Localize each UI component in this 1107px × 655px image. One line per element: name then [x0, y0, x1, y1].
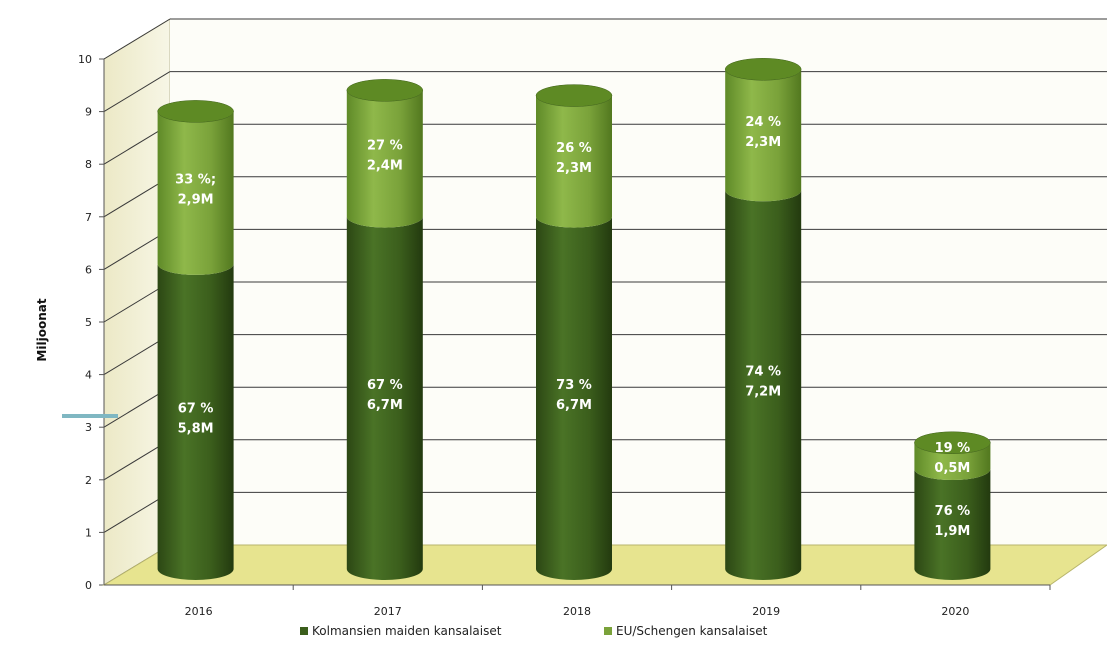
bar-top-cap	[914, 431, 991, 455]
bar-segment-eu-schengen	[346, 90, 423, 228]
data-label: 33 %;	[175, 173, 216, 188]
y-tick-label: 6	[85, 263, 92, 276]
x-tick-label: 2017	[374, 605, 402, 618]
data-label: 5,8M	[178, 421, 214, 436]
gridline-side	[103, 71, 171, 113]
bar-segment-eu-schengen	[157, 111, 234, 275]
legend-swatch	[300, 627, 308, 635]
legend: Kolmansien maiden kansalaiset EU/Schengen…	[300, 624, 768, 638]
y-axis: 0 1 2 3 4 5 6 7 8 9 10	[78, 53, 105, 592]
bar-top-cap	[535, 84, 613, 107]
data-label: 27 %	[367, 138, 403, 153]
bar-top-cap	[157, 100, 234, 123]
data-label: 67 %	[367, 378, 403, 393]
legend-swatch	[604, 627, 612, 635]
y-tick-label: 8	[85, 158, 92, 171]
data-label: 74 %	[745, 365, 781, 380]
bar-segment-kolmansien-maiden	[536, 216, 612, 580]
legend-label: Kolmansien maiden kansalaiset	[312, 624, 502, 638]
data-label: 2,3M	[556, 161, 592, 176]
data-label: 67 %	[178, 401, 214, 416]
x-axis: 2016 2017 2018 2019 2020	[104, 584, 1051, 618]
bar-segment-kolmansien-maiden	[346, 216, 423, 581]
y-tick-label: 3	[85, 421, 92, 434]
bar-segment-kolmansien-maiden	[914, 469, 991, 581]
x-tick-label: 2018	[563, 605, 591, 618]
data-label: 2,9M	[178, 193, 214, 208]
x-tick-label: 2020	[941, 605, 969, 618]
data-label: 1,9M	[934, 524, 970, 539]
teal-accent-line	[62, 414, 118, 418]
legend-label: EU/Schengen kansalaiset	[616, 624, 768, 638]
bar-segment-eu-schengen	[725, 69, 802, 202]
x-tick-label: 2016	[185, 605, 213, 618]
data-label: 2,4M	[367, 158, 403, 173]
bar-top-cap	[724, 58, 802, 81]
data-labels: 67 % 5,8M 33 %; 2,9M 67 % 6,7M 27 % 2,4M 73 % 6,7…	[175, 115, 970, 539]
gridline-side	[103, 18, 171, 60]
bar-segment-kolmansien-maiden	[725, 190, 802, 581]
y-tick-label: 2	[85, 474, 92, 487]
bars	[157, 58, 991, 581]
data-label: 6,7M	[556, 398, 592, 413]
y-axis-title: Miljoonat	[35, 298, 49, 361]
bar-segment-eu-schengen	[914, 442, 991, 481]
bar-top-cap	[346, 79, 424, 102]
y-tick-label: 9	[85, 106, 92, 119]
y-tick-label: 0	[85, 579, 92, 592]
data-label: 0,5M	[934, 461, 970, 476]
y-tick-label: 1	[85, 526, 92, 539]
data-label: 26 %	[556, 141, 592, 156]
data-label: 19 %	[935, 441, 971, 456]
data-label: 73 %	[556, 378, 592, 393]
bar-segment-kolmansien-maiden	[157, 263, 234, 581]
x-tick-label: 2019	[752, 605, 780, 618]
data-label: 2,3M	[745, 135, 781, 150]
data-label: 24 %	[745, 115, 781, 130]
y-tick-label: 5	[85, 316, 92, 329]
y-tick-label: 7	[85, 211, 92, 224]
data-label: 76 %	[935, 504, 971, 519]
data-label: 7,2M	[745, 385, 781, 400]
y-tick-label: 10	[78, 53, 92, 66]
bar-segment-eu-schengen	[536, 95, 612, 228]
y-tick-label: 4	[85, 369, 92, 382]
data-label: 6,7M	[367, 398, 403, 413]
